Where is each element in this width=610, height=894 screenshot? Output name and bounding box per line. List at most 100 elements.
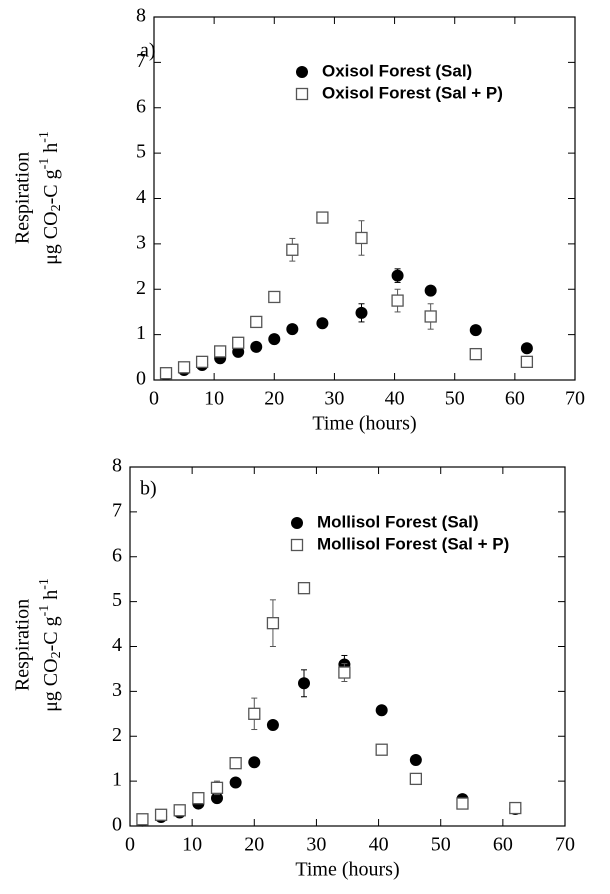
- x-tick-label: 60: [505, 388, 525, 410]
- y-tick-label: 0: [112, 814, 122, 836]
- point: [316, 317, 329, 330]
- point: [248, 707, 261, 720]
- point: [456, 797, 469, 810]
- y-axis-units: μg CO2-C g-1 h-1: [37, 131, 64, 265]
- y-axis-units-part: -C g: [40, 169, 62, 204]
- point: [192, 792, 205, 805]
- point: [211, 792, 223, 805]
- point: [391, 269, 404, 282]
- point: [173, 804, 186, 817]
- point: [286, 323, 299, 336]
- x-tick-label: 50: [431, 834, 451, 856]
- x-tick-label: 20: [244, 834, 264, 856]
- x-tick-label: 10: [204, 388, 224, 410]
- point: [375, 743, 388, 756]
- point: [355, 306, 368, 319]
- legend-marker: [290, 538, 304, 552]
- y-axis-label: Respiration: [12, 152, 34, 244]
- x-tick-label: 30: [306, 834, 326, 856]
- point: [268, 290, 281, 304]
- y-tick-label: 6: [136, 95, 146, 117]
- point: [286, 243, 299, 256]
- point: [210, 781, 224, 795]
- point: [250, 340, 263, 353]
- y-axis-units-part: μg CO: [40, 211, 62, 265]
- point: [266, 719, 279, 732]
- point: [375, 704, 388, 717]
- x-tick-label: 70: [555, 834, 575, 856]
- point: [154, 808, 168, 821]
- x-tick-label: 30: [324, 388, 344, 410]
- y-tick-label: 4: [112, 634, 122, 656]
- y-tick-label: 0: [136, 368, 146, 390]
- panel-label: a): [140, 40, 156, 62]
- x-axis-label: Time (hours): [312, 413, 416, 435]
- point: [159, 367, 173, 380]
- point: [424, 310, 437, 323]
- point: [136, 813, 149, 826]
- point: [316, 211, 329, 224]
- y-tick-label: 2: [136, 277, 146, 299]
- y-tick-label: 8: [112, 455, 122, 477]
- x-axis-label: Time (hours): [295, 859, 399, 881]
- x-tick-label: 40: [369, 834, 389, 856]
- y-tick-label: 1: [112, 769, 122, 791]
- point: [338, 666, 351, 679]
- point: [469, 324, 482, 337]
- x-tick-label: 70: [565, 388, 585, 410]
- y-tick-label: 8: [136, 5, 146, 27]
- y-tick-label: 5: [112, 589, 122, 611]
- y-axis-units-part: μg CO: [40, 658, 62, 712]
- y-axis-units-part: 2: [49, 651, 64, 658]
- x-tick-label: 40: [385, 388, 405, 410]
- y-axis-units-part: -C g: [40, 616, 62, 651]
- legend-label: Oxisol Forest (Sal + P): [322, 83, 503, 102]
- point: [509, 801, 522, 815]
- chart: 0 10 20 30 40 50 60 70 0 1 2 3 4 5 6 7 8 Time (hours) Resp…: [12, 455, 575, 881]
- y-tick-label: 6: [112, 544, 122, 566]
- y-tick-label: 7: [112, 499, 122, 521]
- chart: 0 10 20 30 40 50 60 70 0 1 2 3 4 5 6 7 8 Time (hours) Resp…: [12, 5, 585, 435]
- point: [424, 284, 437, 297]
- point: [355, 231, 368, 245]
- point: [298, 677, 310, 690]
- point: [409, 754, 422, 767]
- x-tick-label: 50: [445, 388, 465, 410]
- point: [297, 582, 311, 595]
- point: [268, 333, 281, 346]
- x-tick-label: 10: [182, 834, 202, 856]
- y-tick-label: 7: [136, 50, 146, 72]
- y-tick-label: 5: [136, 141, 146, 163]
- point: [248, 756, 261, 769]
- point: [232, 336, 245, 349]
- x-tick-label: 0: [149, 388, 159, 410]
- y-axis-units-part: -1: [37, 578, 52, 590]
- y-tick-label: 3: [112, 679, 122, 701]
- y-axis-units-part: -1: [37, 605, 52, 617]
- legend-label: Mollisol Forest (Sal + P): [317, 534, 509, 553]
- legend-label: Oxisol Forest (Sal): [322, 61, 472, 80]
- y-axis-label: Respiration: [12, 599, 34, 691]
- point: [469, 347, 482, 361]
- x-tick-label: 0: [125, 834, 135, 856]
- point: [229, 776, 242, 789]
- y-tick-label: 2: [112, 724, 122, 746]
- x-tick-label: 20: [264, 388, 284, 410]
- point: [520, 342, 533, 355]
- point: [250, 315, 263, 329]
- point: [177, 361, 191, 374]
- point: [409, 772, 423, 786]
- legend-label: Mollisol Forest (Sal): [317, 512, 479, 531]
- y-axis-units-part: 2: [49, 204, 64, 211]
- panel-label: b): [140, 478, 157, 500]
- legend-marker: [295, 87, 309, 101]
- y-tick-label: 3: [136, 231, 146, 253]
- point: [266, 617, 280, 630]
- y-axis-units-part: -1: [37, 131, 52, 143]
- y-tick-label: 4: [136, 186, 146, 208]
- y-tick-label: 1: [136, 322, 146, 344]
- point: [195, 355, 209, 369]
- y-axis-units-part: h: [40, 143, 62, 158]
- y-axis-units-part: h: [40, 590, 62, 605]
